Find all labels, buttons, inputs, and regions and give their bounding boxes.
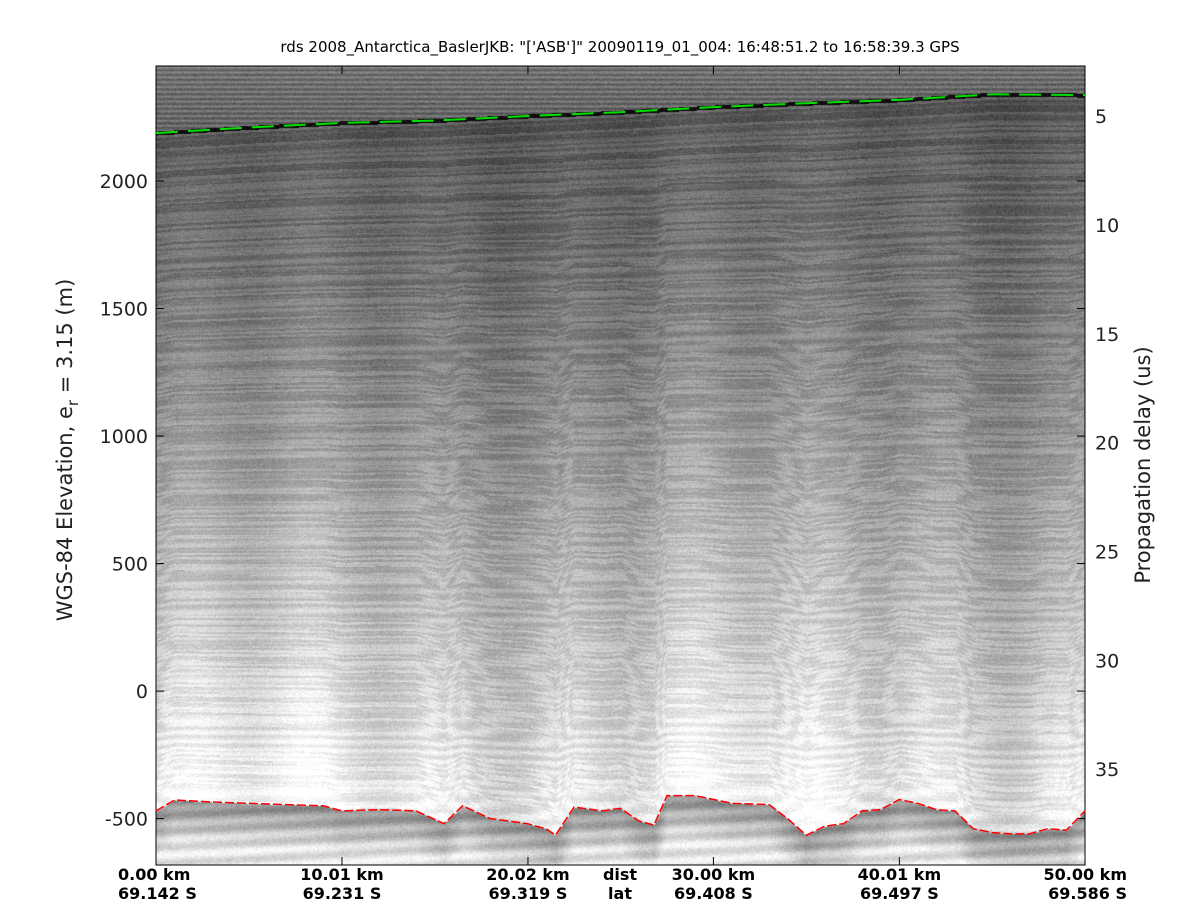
y-left-tick-label: 500 (112, 554, 148, 576)
x-tick-label-dist: 20.02 km (486, 865, 570, 884)
y-right-tick-label: 30 (1095, 650, 1119, 672)
surface-line (155, 93, 1086, 135)
echogram-image (156, 66, 1085, 865)
y-left-tick-label: 2000 (100, 171, 148, 193)
plot-frame (155, 65, 1086, 866)
x-row-label-lat: lat (608, 884, 632, 900)
bed-line (155, 794, 1086, 837)
x-tick-label-lat: 69.319 S (489, 884, 568, 900)
x-tick-label-dist: 40.01 km (858, 865, 942, 884)
x-tick-label-dist: 0.00 km (118, 865, 190, 884)
y-right-tick-label: 20 (1095, 433, 1119, 455)
x-tick-label-lat: 69.231 S (303, 884, 382, 900)
x-tick-label-lat: 69.586 S (1048, 884, 1127, 900)
y-left-tick-label: 0 (136, 681, 148, 703)
y-left-tick-label: 1000 (100, 426, 148, 448)
x-tick-label-lat: 69.142 S (118, 884, 197, 900)
y-right-tick-label: 10 (1095, 215, 1119, 237)
y-left-tick-label: -500 (105, 809, 148, 831)
x-tick-label-lat: 69.408 S (674, 884, 753, 900)
y-left-tick-label: 1500 (100, 299, 148, 321)
y-right-tick-label: 25 (1095, 541, 1119, 563)
x-row-label-dist: dist (603, 865, 637, 884)
y-axis-left-label: WGS-84 Elevation, er = 3.15 (m) (53, 279, 82, 622)
x-tick-label-dist: 30.00 km (672, 865, 756, 884)
x-tick-label-dist: 10.01 km (300, 865, 384, 884)
chart-title: rds 2008_Antarctica_BaslerJKB: "['ASB']"… (280, 38, 960, 56)
y-right-tick-label: 15 (1095, 324, 1119, 346)
y-axis-right-label: Propagation delay (us) (1131, 346, 1155, 583)
y-right-tick-label: 5 (1095, 106, 1107, 128)
y-right-tick-label: 35 (1095, 759, 1119, 781)
x-tick-label-dist: 50.00 km (1044, 865, 1128, 884)
x-tick-label-lat: 69.497 S (860, 884, 939, 900)
